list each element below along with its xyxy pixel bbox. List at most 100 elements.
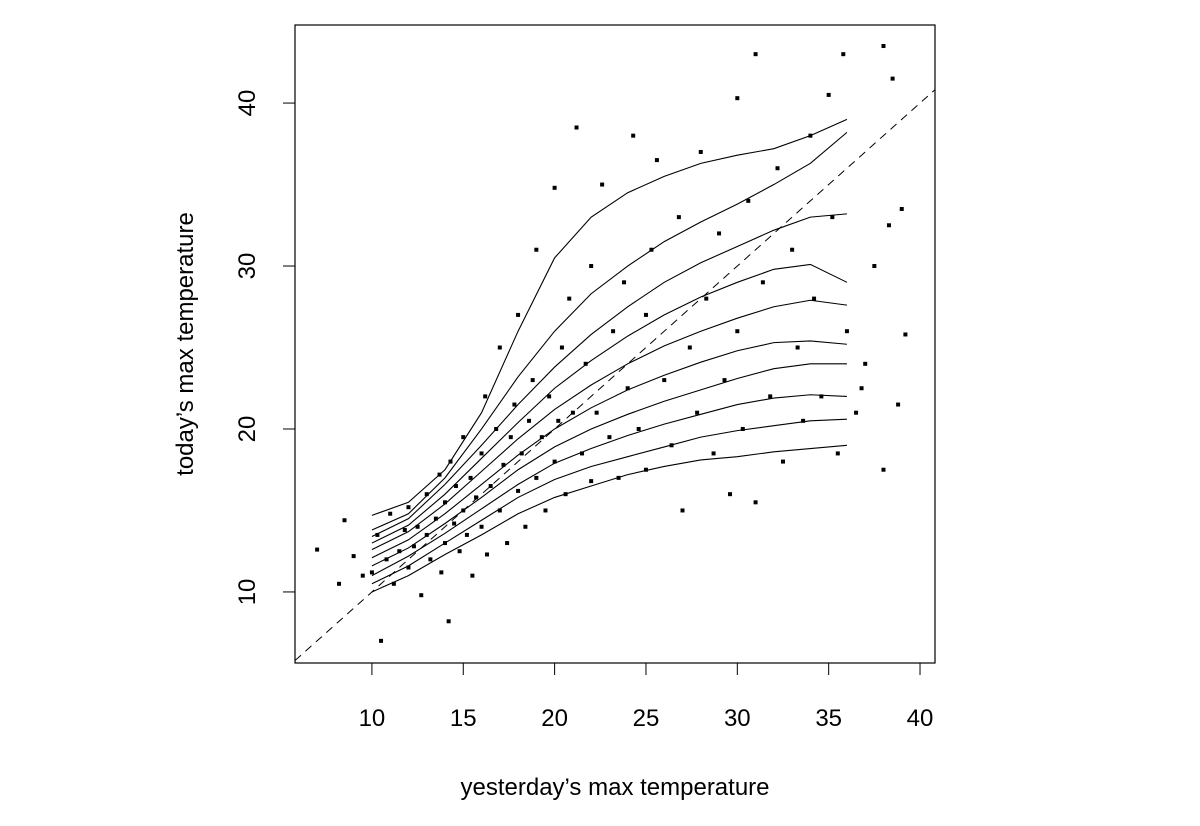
point	[643, 467, 648, 472]
point	[890, 76, 895, 81]
point	[464, 532, 469, 537]
point	[375, 532, 380, 537]
point	[433, 516, 438, 521]
point	[631, 133, 636, 138]
point	[534, 247, 539, 252]
x-tick-label: 25	[633, 705, 660, 732]
point	[790, 247, 795, 252]
quantile-curve	[371, 444, 847, 593]
point	[483, 394, 488, 399]
point	[812, 296, 817, 301]
point	[448, 459, 453, 464]
point	[411, 544, 416, 549]
point	[539, 435, 544, 440]
point	[488, 484, 493, 489]
point	[854, 410, 859, 415]
point	[753, 52, 758, 57]
point	[881, 467, 886, 472]
point	[801, 418, 806, 423]
point	[457, 549, 462, 554]
point	[676, 215, 681, 220]
point	[583, 361, 588, 366]
quantile-curve	[371, 118, 848, 516]
point	[337, 581, 342, 586]
point	[567, 296, 572, 301]
point	[896, 402, 901, 407]
point	[442, 541, 447, 546]
point	[687, 345, 692, 350]
point	[844, 329, 849, 334]
point	[351, 554, 356, 559]
point	[315, 547, 320, 552]
point	[501, 462, 506, 467]
point	[547, 394, 552, 399]
point	[886, 223, 891, 228]
x-tick-label: 10	[359, 705, 386, 732]
point	[552, 459, 557, 464]
quantile-curve	[371, 263, 848, 544]
point	[497, 345, 502, 350]
point	[826, 92, 831, 97]
point	[669, 443, 674, 448]
x-tick-label: 20	[541, 705, 568, 732]
point	[746, 198, 751, 203]
point	[795, 345, 800, 350]
x-axis-label: yesterday’s max temperature	[460, 774, 769, 801]
point	[439, 570, 444, 575]
point	[589, 479, 594, 484]
point	[415, 524, 420, 529]
point	[589, 264, 594, 269]
point	[722, 378, 727, 383]
quantile-curve	[371, 363, 847, 567]
y-axis-label: today’s max temperature	[172, 212, 199, 476]
point	[479, 451, 484, 456]
point	[859, 386, 864, 391]
x-tick-label: 30	[724, 705, 751, 732]
point	[424, 532, 429, 537]
point	[728, 492, 733, 497]
y-tick-label: 10	[234, 579, 261, 606]
point	[680, 508, 685, 513]
point	[835, 451, 840, 456]
point	[474, 495, 479, 500]
point	[523, 524, 528, 529]
y-tick-label: 40	[234, 90, 261, 117]
point	[574, 125, 579, 130]
point	[611, 329, 616, 334]
point	[452, 521, 457, 526]
y-tick-label: 30	[234, 253, 261, 280]
point	[397, 549, 402, 554]
point	[494, 426, 499, 431]
quantile-curve	[371, 213, 847, 538]
point	[406, 565, 411, 570]
point	[570, 410, 575, 415]
x-tick-label: 40	[907, 705, 934, 732]
point	[516, 488, 521, 493]
plot-frame	[294, 24, 936, 664]
point	[643, 312, 648, 317]
point	[437, 472, 442, 477]
point	[360, 573, 365, 578]
point	[753, 500, 758, 505]
point	[698, 149, 703, 154]
point	[594, 410, 599, 415]
point	[479, 524, 484, 529]
y-tick-label: 20	[234, 416, 261, 443]
point	[559, 345, 564, 350]
point	[379, 638, 384, 643]
point	[872, 264, 877, 269]
point	[717, 231, 722, 236]
point	[402, 528, 407, 533]
point	[903, 332, 908, 337]
point	[384, 557, 389, 562]
quantile-curve	[371, 299, 848, 551]
point	[740, 426, 745, 431]
point	[662, 378, 667, 383]
point	[695, 410, 700, 415]
point	[461, 508, 466, 513]
point	[442, 500, 447, 505]
quantile-curve	[371, 394, 847, 577]
point	[428, 557, 433, 562]
point	[649, 247, 654, 252]
point	[497, 508, 502, 513]
